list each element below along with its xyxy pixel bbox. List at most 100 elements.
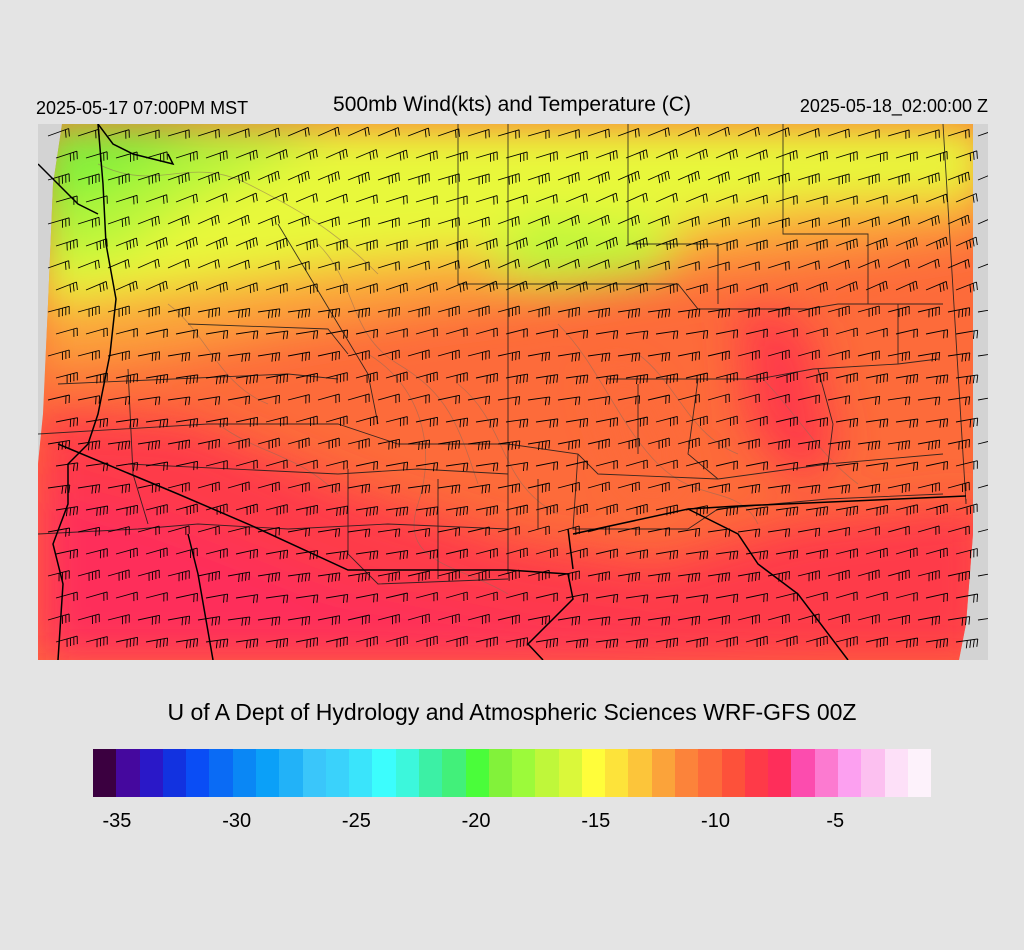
wind-barb	[655, 192, 678, 203]
wind-barb	[347, 350, 370, 361]
wind-barb	[685, 594, 709, 604]
wind-barb	[415, 635, 438, 647]
wind-barb	[445, 548, 468, 559]
wind-barb	[145, 461, 169, 471]
wind-barb	[767, 217, 790, 228]
wind-barb	[497, 258, 520, 269]
wind-barb	[347, 393, 370, 403]
wind-barb	[887, 305, 910, 317]
wind-barb	[767, 393, 790, 404]
valid-time-utc: 2025-05-18_02:00:00 Z	[799, 96, 988, 116]
wind-barb	[955, 503, 978, 515]
wind-barb	[595, 548, 618, 559]
colorbar-swatch	[605, 749, 629, 797]
wind-barb	[707, 614, 730, 625]
wind-barb	[407, 613, 430, 624]
wind-barb	[467, 483, 491, 494]
colorbar-swatch	[255, 749, 280, 797]
wind-barb	[595, 149, 618, 161]
wind-barb	[227, 307, 251, 319]
wind-barb	[835, 372, 858, 384]
wind-barb	[827, 440, 851, 451]
wind-barb	[205, 281, 228, 293]
wind-barb	[835, 195, 858, 205]
wind-barb	[535, 374, 559, 385]
wind-barb	[535, 418, 559, 428]
wind-barb	[557, 171, 580, 185]
wind-barb	[265, 330, 289, 340]
wind-barb	[437, 613, 460, 624]
wind-barb	[745, 461, 769, 471]
wind-barb	[977, 219, 988, 225]
colorbar-tick-label: -5	[826, 810, 845, 832]
wind-barb	[865, 194, 888, 205]
wind-barb	[107, 526, 130, 536]
wind-barb	[235, 503, 258, 515]
wind-barb	[595, 459, 618, 470]
wind-barb	[955, 150, 978, 162]
wind-barb	[175, 193, 198, 204]
wind-barb	[887, 569, 910, 581]
wind-barb	[235, 459, 258, 470]
wind-barb	[407, 172, 430, 185]
wind-barb	[145, 547, 168, 558]
wind-barb	[707, 216, 730, 228]
wind-barb	[175, 236, 198, 250]
wind-barb	[857, 440, 881, 451]
colorbar-swatch	[93, 749, 117, 797]
wind-barb	[475, 547, 498, 559]
wind-barb	[925, 329, 949, 339]
wind-barb	[745, 328, 768, 338]
wind-barb	[587, 259, 610, 269]
wind-barb	[415, 150, 438, 162]
wind-barb	[565, 547, 588, 559]
wind-barb	[287, 572, 311, 583]
map-title: 500mb Wind(kts) and Temperature (C)	[333, 93, 691, 116]
wind-barb	[167, 172, 190, 185]
wind-barb	[257, 572, 281, 583]
wind-barb	[85, 372, 108, 384]
wind-barb	[617, 481, 640, 492]
wind-barb	[227, 395, 251, 405]
wind-barb	[497, 440, 521, 451]
wind-barb	[107, 395, 131, 406]
wind-barb	[677, 170, 700, 184]
wind-barb	[895, 151, 918, 162]
wind-barb	[715, 505, 739, 517]
wind-barb	[947, 171, 970, 184]
wind-barb	[805, 417, 829, 428]
wind-barb	[527, 351, 551, 362]
wind-barb	[505, 373, 529, 385]
wind-barb	[77, 173, 100, 185]
wind-barb	[475, 591, 498, 601]
wind-barb	[625, 149, 648, 161]
wind-barb	[647, 170, 670, 184]
wind-barb	[467, 259, 490, 269]
wind-barb	[325, 505, 349, 517]
wind-barb	[467, 440, 491, 451]
colorbar-swatch	[442, 749, 466, 797]
wind-barb	[175, 150, 198, 162]
wind-barb	[497, 525, 520, 536]
wind-barb	[535, 236, 558, 250]
wind-barb	[745, 592, 768, 603]
wind-barb	[197, 259, 220, 269]
wind-barb	[145, 504, 168, 516]
wind-barb	[865, 504, 888, 516]
wind-barb	[625, 237, 648, 250]
wind-barb	[595, 503, 618, 515]
wind-barb	[857, 216, 880, 228]
wind-barb	[527, 569, 550, 581]
wind-barb	[47, 173, 70, 185]
wind-barb	[227, 526, 250, 536]
wind-barb	[527, 525, 550, 536]
colorbar-swatch	[698, 749, 722, 797]
wind-barb	[407, 349, 430, 360]
wind-barb	[55, 195, 78, 205]
wind-barb	[85, 462, 109, 472]
wind-barb	[167, 214, 190, 227]
wind-barb	[317, 216, 340, 228]
wind-barb	[287, 351, 311, 362]
wind-barb	[445, 238, 468, 251]
wind-barb	[677, 615, 701, 626]
